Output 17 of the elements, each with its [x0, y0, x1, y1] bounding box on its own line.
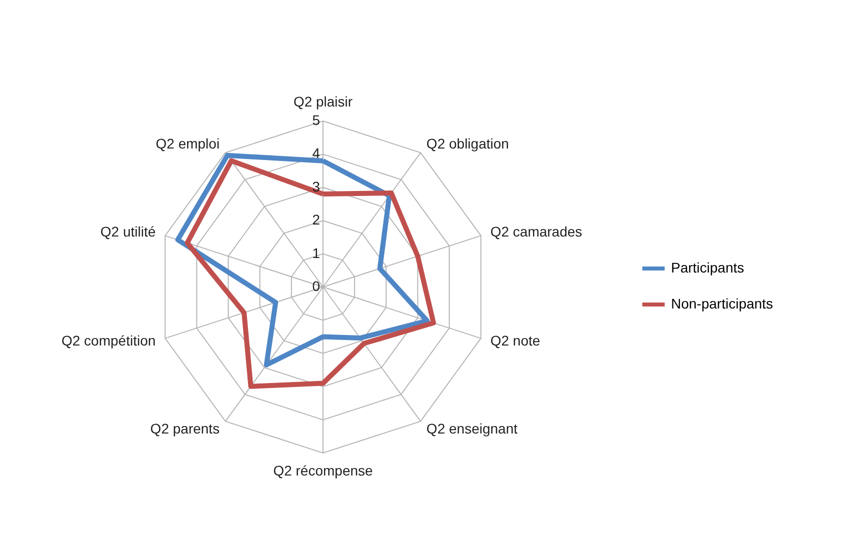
y-tick-label: 1: [312, 244, 320, 261]
spoke-label: Q2 plaisir: [293, 94, 353, 110]
spoke-label: Q2 enseignant: [426, 420, 518, 436]
legend-label: Non-participants: [671, 296, 773, 312]
spoke-label: Q2 compétition: [61, 332, 156, 348]
spoke-label: Q2 camarades: [490, 224, 582, 240]
spoke-label: Q2 emploi: [156, 136, 220, 152]
y-tick-label: 0: [312, 278, 320, 294]
spoke-label: Q2 parents: [150, 420, 220, 436]
y-tick-label: 5: [312, 112, 320, 128]
spoke-label: Q2 obligation: [426, 136, 509, 152]
spoke-label: Q2 récompense: [273, 462, 374, 478]
spoke-label: Q2 utilité: [100, 224, 156, 240]
y-tick-label: 2: [312, 212, 320, 228]
spoke-label: Q2 note: [490, 332, 540, 348]
legend-label: Participants: [671, 260, 744, 276]
y-tick-label: 4: [312, 145, 320, 162]
